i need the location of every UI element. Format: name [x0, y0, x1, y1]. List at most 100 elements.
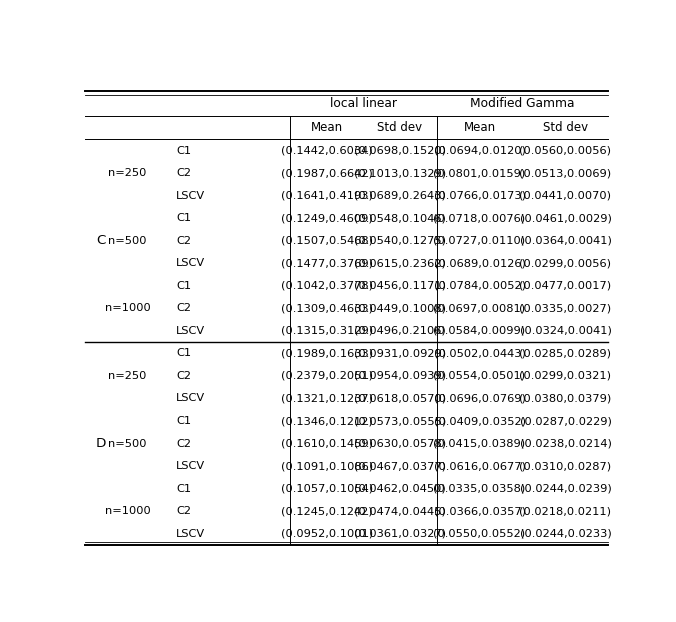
- Text: LSCV: LSCV: [176, 394, 206, 404]
- Text: (0.0696,0.0769): (0.0696,0.0769): [433, 394, 525, 404]
- Text: (0.0698,0.1520): (0.0698,0.1520): [354, 146, 446, 156]
- Text: (0.0335,0.0027): (0.0335,0.0027): [519, 304, 612, 313]
- Text: (0.1057,0.1054): (0.1057,0.1054): [281, 484, 373, 494]
- Text: (0.1042,0.3778): (0.1042,0.3778): [281, 281, 373, 291]
- Text: (0.0931,0.0929): (0.0931,0.0929): [354, 348, 446, 358]
- Text: (0.1987,0.6642): (0.1987,0.6642): [281, 168, 372, 178]
- Text: (0.0462,0.0450): (0.0462,0.0450): [354, 484, 446, 494]
- Text: LSCV: LSCV: [176, 190, 206, 201]
- Text: C1: C1: [176, 146, 191, 156]
- Text: D: D: [96, 437, 106, 450]
- Text: (0.0366,0.0357): (0.0366,0.0357): [433, 506, 525, 516]
- Text: (0.0467,0.0377): (0.0467,0.0377): [354, 461, 446, 471]
- Text: (0.0954,0.0939): (0.0954,0.0939): [354, 371, 446, 381]
- Text: (0.0694,0.0120): (0.0694,0.0120): [433, 146, 525, 156]
- Text: (0.0449,0.1008): (0.0449,0.1008): [354, 304, 446, 313]
- Text: Std dev: Std dev: [377, 121, 422, 134]
- Text: C1: C1: [176, 416, 191, 426]
- Text: (0.0299,0.0056): (0.0299,0.0056): [519, 258, 611, 268]
- Text: (0.0689,0.0126): (0.0689,0.0126): [433, 258, 525, 268]
- Text: (0.0616,0.0677): (0.0616,0.0677): [433, 461, 525, 471]
- Text: (0.1249,0.4609): (0.1249,0.4609): [281, 213, 372, 223]
- Text: (0.0285,0.0289): (0.0285,0.0289): [519, 348, 611, 358]
- Text: n=500: n=500: [108, 439, 147, 448]
- Text: (0.0361,0.0327): (0.0361,0.0327): [354, 529, 446, 539]
- Text: (0.0573,0.0555): (0.0573,0.0555): [354, 416, 446, 426]
- Text: C1: C1: [176, 281, 191, 291]
- Text: (0.0218,0.0211): (0.0218,0.0211): [519, 506, 611, 516]
- Text: (0.0615,0.2362): (0.0615,0.2362): [354, 258, 446, 268]
- Text: (0.0540,0.1275): (0.0540,0.1275): [354, 236, 446, 246]
- Text: C2: C2: [176, 168, 191, 178]
- Text: (0.0689,0.2643): (0.0689,0.2643): [354, 190, 446, 201]
- Text: (0.0550,0.0552): (0.0550,0.0552): [433, 529, 525, 539]
- Text: (0.0554,0.0501): (0.0554,0.0501): [433, 371, 525, 381]
- Text: (0.1477,0.3769): (0.1477,0.3769): [281, 258, 373, 268]
- Text: (0.0496,0.2106): (0.0496,0.2106): [354, 326, 446, 336]
- Text: n=1000: n=1000: [105, 506, 150, 516]
- Text: (0.0697,0.0081): (0.0697,0.0081): [433, 304, 525, 313]
- Text: (0.0584,0.0099): (0.0584,0.0099): [433, 326, 525, 336]
- Text: (0.0560,0.0056): (0.0560,0.0056): [519, 146, 611, 156]
- Text: Std dev: Std dev: [543, 121, 588, 134]
- Text: (0.1013,0.1329): (0.1013,0.1329): [354, 168, 446, 178]
- Text: (0.1321,0.1237): (0.1321,0.1237): [281, 394, 373, 404]
- Text: LSCV: LSCV: [176, 529, 206, 539]
- Text: (0.0310,0.0287): (0.0310,0.0287): [519, 461, 612, 471]
- Text: (0.0335,0.0358): (0.0335,0.0358): [433, 484, 526, 494]
- Text: C2: C2: [176, 506, 191, 516]
- Text: (0.0477,0.0017): (0.0477,0.0017): [519, 281, 612, 291]
- Text: n=1000: n=1000: [105, 304, 150, 313]
- Text: (0.0244,0.0233): (0.0244,0.0233): [520, 529, 611, 539]
- Text: Modified Gamma: Modified Gamma: [470, 98, 575, 110]
- Text: C1: C1: [176, 348, 191, 358]
- Text: (0.1610,0.1459): (0.1610,0.1459): [281, 439, 373, 448]
- Text: (0.1315,0.3129): (0.1315,0.3129): [281, 326, 373, 336]
- Text: (0.0952,0.1001): (0.0952,0.1001): [281, 529, 373, 539]
- Text: (0.1245,0.1242): (0.1245,0.1242): [281, 506, 372, 516]
- Text: (0.0299,0.0321): (0.0299,0.0321): [519, 371, 611, 381]
- Text: Mean: Mean: [464, 121, 496, 134]
- Text: LSCV: LSCV: [176, 326, 206, 336]
- Text: C1: C1: [176, 484, 191, 494]
- Text: (0.0461,0.0029): (0.0461,0.0029): [519, 213, 611, 223]
- Text: C2: C2: [176, 236, 191, 246]
- Text: (0.0766,0.0173): (0.0766,0.0173): [433, 190, 525, 201]
- Text: (0.0244,0.0239): (0.0244,0.0239): [520, 484, 611, 494]
- Text: (0.1989,0.1633): (0.1989,0.1633): [281, 348, 373, 358]
- Text: LSCV: LSCV: [176, 461, 206, 471]
- Text: C2: C2: [176, 304, 191, 313]
- Text: (0.0238,0.0214): (0.0238,0.0214): [519, 439, 611, 448]
- Text: (0.0409,0.0352): (0.0409,0.0352): [433, 416, 525, 426]
- Text: (0.0513,0.0069): (0.0513,0.0069): [519, 168, 612, 178]
- Text: (0.0287,0.0229): (0.0287,0.0229): [519, 416, 611, 426]
- Text: Mean: Mean: [311, 121, 343, 134]
- Text: n=500: n=500: [108, 236, 147, 246]
- Text: local linear: local linear: [330, 98, 397, 110]
- Text: (0.1641,0.4193): (0.1641,0.4193): [281, 190, 373, 201]
- Text: (0.0618,0.0570): (0.0618,0.0570): [354, 394, 446, 404]
- Text: (0.1507,0.5468): (0.1507,0.5468): [281, 236, 373, 246]
- Text: C1: C1: [176, 213, 191, 223]
- Text: (0.0727,0.0110): (0.0727,0.0110): [433, 236, 525, 246]
- Text: C2: C2: [176, 439, 191, 448]
- Text: (0.0364,0.0041): (0.0364,0.0041): [519, 236, 611, 246]
- Text: (0.0548,0.1046): (0.0548,0.1046): [354, 213, 446, 223]
- Text: C2: C2: [176, 371, 191, 381]
- Text: (0.1091,0.1086): (0.1091,0.1086): [281, 461, 373, 471]
- Text: (0.0718,0.0076): (0.0718,0.0076): [433, 213, 525, 223]
- Text: (0.1442,0.6034): (0.1442,0.6034): [281, 146, 372, 156]
- Text: (0.0415,0.0389): (0.0415,0.0389): [433, 439, 525, 448]
- Text: (0.0380,0.0379): (0.0380,0.0379): [519, 394, 612, 404]
- Text: C: C: [96, 234, 105, 247]
- Text: (0.0441,0.0070): (0.0441,0.0070): [519, 190, 611, 201]
- Text: (0.0630,0.0578): (0.0630,0.0578): [354, 439, 446, 448]
- Text: LSCV: LSCV: [176, 258, 206, 268]
- Text: (0.0324,0.0041): (0.0324,0.0041): [519, 326, 611, 336]
- Text: (0.0784,0.0052): (0.0784,0.0052): [433, 281, 525, 291]
- Text: (0.0801,0.0159): (0.0801,0.0159): [433, 168, 526, 178]
- Text: (0.0502,0.0443): (0.0502,0.0443): [433, 348, 525, 358]
- Text: (0.0456,0.1171): (0.0456,0.1171): [354, 281, 446, 291]
- Text: n=250: n=250: [108, 168, 147, 178]
- Text: (0.2379,0.2051): (0.2379,0.2051): [281, 371, 373, 381]
